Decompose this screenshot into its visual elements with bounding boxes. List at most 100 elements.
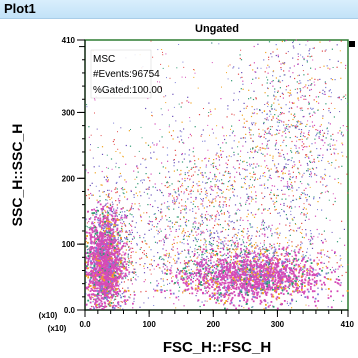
event-dot (140, 195, 142, 197)
event-dot (319, 125, 321, 127)
event-dot (109, 244, 111, 246)
event-dot (311, 83, 313, 85)
event-dot (111, 283, 113, 286)
event-dot (195, 198, 197, 200)
event-dot (113, 143, 115, 145)
event-dot (319, 66, 321, 68)
event-dot (239, 57, 241, 60)
event-dot (198, 114, 201, 116)
event-dot (171, 277, 172, 279)
event-dot (285, 39, 287, 42)
event-dot (296, 136, 298, 138)
event-dot (309, 89, 311, 91)
event-dot (90, 192, 92, 195)
event-dot (122, 251, 124, 253)
event-dot (220, 247, 222, 249)
event-dot (335, 255, 337, 257)
event-dot (153, 296, 155, 298)
event-dot (305, 84, 307, 86)
event-dot (289, 178, 291, 181)
event-dot (91, 247, 94, 250)
event-dot (136, 166, 138, 168)
plot-title-bar[interactable]: Plot1 (0, 0, 358, 19)
event-dot (134, 178, 136, 180)
event-dot (234, 176, 236, 178)
event-dot (262, 219, 264, 221)
event-dot (109, 198, 111, 201)
event-dot (283, 130, 285, 132)
event-dot (90, 217, 92, 219)
event-dot (200, 258, 202, 261)
event-dot (329, 143, 331, 145)
event-dot (233, 180, 235, 182)
event-dot (99, 233, 101, 236)
event-dot (132, 307, 134, 309)
event-dot (117, 301, 120, 303)
event-dot (289, 137, 291, 139)
event-dot (201, 261, 203, 263)
event-dot (232, 227, 235, 229)
event-dot (139, 214, 142, 216)
event-dot (255, 177, 256, 179)
event-dot (204, 217, 206, 219)
event-dot (88, 220, 90, 223)
event-dot (245, 141, 247, 143)
event-dot (92, 281, 94, 283)
event-dot (106, 214, 109, 217)
event-dot (274, 98, 276, 100)
event-dot (108, 246, 111, 248)
event-dot (271, 104, 273, 106)
event-dot (212, 166, 215, 168)
event-dot (245, 188, 248, 190)
event-dot (174, 254, 176, 257)
event-dot (339, 259, 341, 261)
event-dot (162, 51, 163, 53)
event-dot (223, 304, 225, 306)
event-dot (300, 54, 302, 56)
event-dot (308, 134, 310, 136)
event-dot (214, 173, 216, 175)
event-dot (102, 241, 105, 243)
event-dot (124, 214, 127, 217)
event-dot (271, 235, 273, 237)
event-dot (102, 227, 105, 230)
event-dot (304, 95, 306, 97)
event-dot (87, 261, 89, 264)
event-dot (280, 112, 282, 114)
event-dot (117, 148, 119, 150)
event-dot (284, 266, 286, 268)
event-dot (137, 208, 139, 210)
event-dot (306, 162, 308, 165)
event-dot (110, 229, 113, 232)
event-dot (166, 206, 168, 208)
corner-handle-icon[interactable] (349, 41, 355, 47)
event-dot (171, 183, 173, 185)
event-dot (177, 284, 180, 286)
event-dot (153, 151, 155, 153)
event-dot (311, 55, 313, 57)
event-dot (313, 235, 315, 238)
event-dot (168, 217, 170, 218)
event-dot (193, 69, 195, 70)
event-dot (122, 257, 124, 259)
event-dot (304, 193, 306, 196)
event-dot (107, 252, 110, 255)
event-dot (210, 270, 212, 272)
event-dot (214, 186, 216, 188)
event-dot (272, 75, 274, 77)
event-dot (201, 174, 203, 176)
event-dot (259, 258, 261, 260)
event-dot (284, 40, 286, 42)
event-dot (218, 289, 220, 291)
event-dot (166, 289, 168, 291)
event-dot (102, 249, 105, 252)
event-dot (159, 228, 161, 230)
event-dot (231, 239, 233, 241)
event-dot (334, 153, 336, 155)
event-dot (275, 139, 277, 142)
event-dot (294, 135, 297, 138)
event-dot (273, 254, 276, 256)
event-dot (292, 261, 294, 263)
event-dot (120, 265, 122, 267)
